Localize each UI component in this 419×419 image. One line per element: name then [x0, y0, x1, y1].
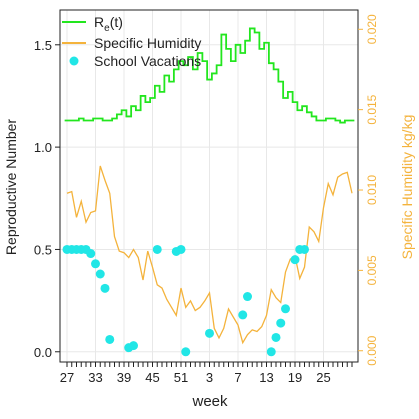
vacation-point-19	[266, 347, 276, 357]
y-left-tick-label-2: 1.0	[34, 140, 52, 155]
vacation-point-6	[91, 259, 100, 269]
vacation-point-5	[86, 249, 96, 259]
vacation-point-21	[276, 318, 286, 328]
vacation-point-16	[205, 328, 214, 338]
humidity-line	[66, 165, 353, 345]
vacation-point-22	[281, 304, 290, 314]
legend-re-label: Re(t)	[94, 14, 123, 34]
vacation-point-11	[129, 341, 138, 351]
y-right-tick-label-0: 0.000	[365, 335, 379, 365]
legend-humidity-label: Specific Humidity	[94, 35, 201, 51]
axes-layer: 27 33 39 45 51 3 7 13 19 25 0.0 0.5 1.0 1.5 0.000 0.005…	[34, 14, 379, 385]
vacation-point-14	[176, 244, 186, 254]
vacation-point-25	[300, 244, 309, 254]
x-tick-label-4: 51	[174, 370, 188, 385]
vacation-point-20	[271, 332, 281, 342]
y-right-tick-label-4: 0.020	[365, 14, 379, 44]
legend-re-letter: R	[94, 14, 104, 30]
re-step-line	[64, 27, 355, 124]
y-right-tick-label-2: 0.010	[365, 175, 379, 205]
x-tick-label-3: 45	[145, 370, 159, 385]
vacation-point-7	[95, 269, 105, 279]
y-left-tick-label-1: 0.5	[34, 242, 52, 257]
x-tick-label-0: 27	[60, 370, 74, 385]
vacation-point-9	[105, 334, 115, 344]
y-right-tick-label-3: 0.015	[365, 94, 379, 124]
y-right-tick-label-1: 0.005	[365, 255, 379, 285]
x-tick-label-8: 19	[288, 370, 302, 385]
vacation-point-18	[243, 292, 252, 302]
grid	[60, 10, 358, 362]
legend-vacations-swatch	[69, 56, 79, 66]
legend-re-suffix: (t)	[110, 14, 123, 30]
x-tick-label-2: 39	[117, 370, 131, 385]
y-axis-left-label: Reproductive Number	[3, 119, 19, 256]
x-tick-label-5: 3	[206, 370, 213, 385]
y-axis-right-label: Specific Humidity kg/kg	[399, 115, 415, 260]
y-left-tick-label-3: 1.5	[34, 38, 52, 53]
x-tick-label-7: 13	[259, 370, 273, 385]
x-tick-label-9: 25	[316, 370, 330, 385]
vacation-point-23	[290, 255, 300, 265]
x-axis-label: week	[191, 393, 228, 410]
legend-vacations-label: School Vacations	[94, 53, 201, 69]
vacation-point-8	[100, 283, 110, 293]
x-tick-label-1: 33	[88, 370, 102, 385]
y-left-tick-label-0: 0.0	[34, 345, 52, 360]
series-layer	[62, 27, 355, 357]
legend: Re(t) Specific Humidity School Vacations	[62, 14, 201, 69]
vacation-point-15	[181, 347, 191, 357]
vacation-point-12	[152, 244, 162, 254]
legend-re-subscript: e	[104, 23, 110, 34]
vacation-point-17	[238, 310, 248, 320]
x-tick-label-6: 7	[234, 370, 241, 385]
